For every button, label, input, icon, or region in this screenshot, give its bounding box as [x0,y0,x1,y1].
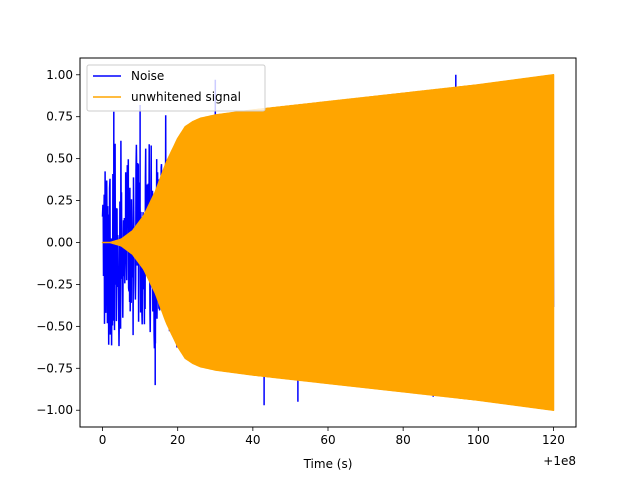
y-tick-label: −0.75 [36,361,73,375]
x-tick-label: 100 [467,433,490,447]
legend-signal-label: unwhitened signal [131,90,241,104]
y-tick-label: 0.75 [46,110,73,124]
x-axis-label: Time (s) [303,457,353,471]
x-tick-label: 60 [320,433,335,447]
y-tick-label: 0.00 [46,236,73,250]
x-tick-label: 80 [396,433,411,447]
y-ticks-layer: −1.00 −0.75 −0.50 −0.25 0.00 0.25 0.50 0.75 1.00 [36,68,80,417]
y-tick-label: −0.25 [36,277,73,291]
legend: Noise unwhitened signal [86,64,266,112]
x-ticks-layer: 0 20 40 60 80 100 120 [99,427,565,447]
x-tick-label: 20 [170,433,185,447]
y-tick-label: −1.00 [36,403,73,417]
x-tick-label: 40 [245,433,260,447]
y-tick-label: −0.50 [36,319,73,333]
legend-noise-label: Noise [131,69,164,83]
y-tick-label: 1.00 [46,68,73,82]
y-tick-label: 0.25 [46,194,73,208]
legend-box [86,64,266,112]
x-tick-label: 0 [99,433,107,447]
y-tick-label: 0.50 [46,152,73,166]
x-tick-label: 120 [542,433,565,447]
x-offset-label: +1e8 [543,454,576,468]
